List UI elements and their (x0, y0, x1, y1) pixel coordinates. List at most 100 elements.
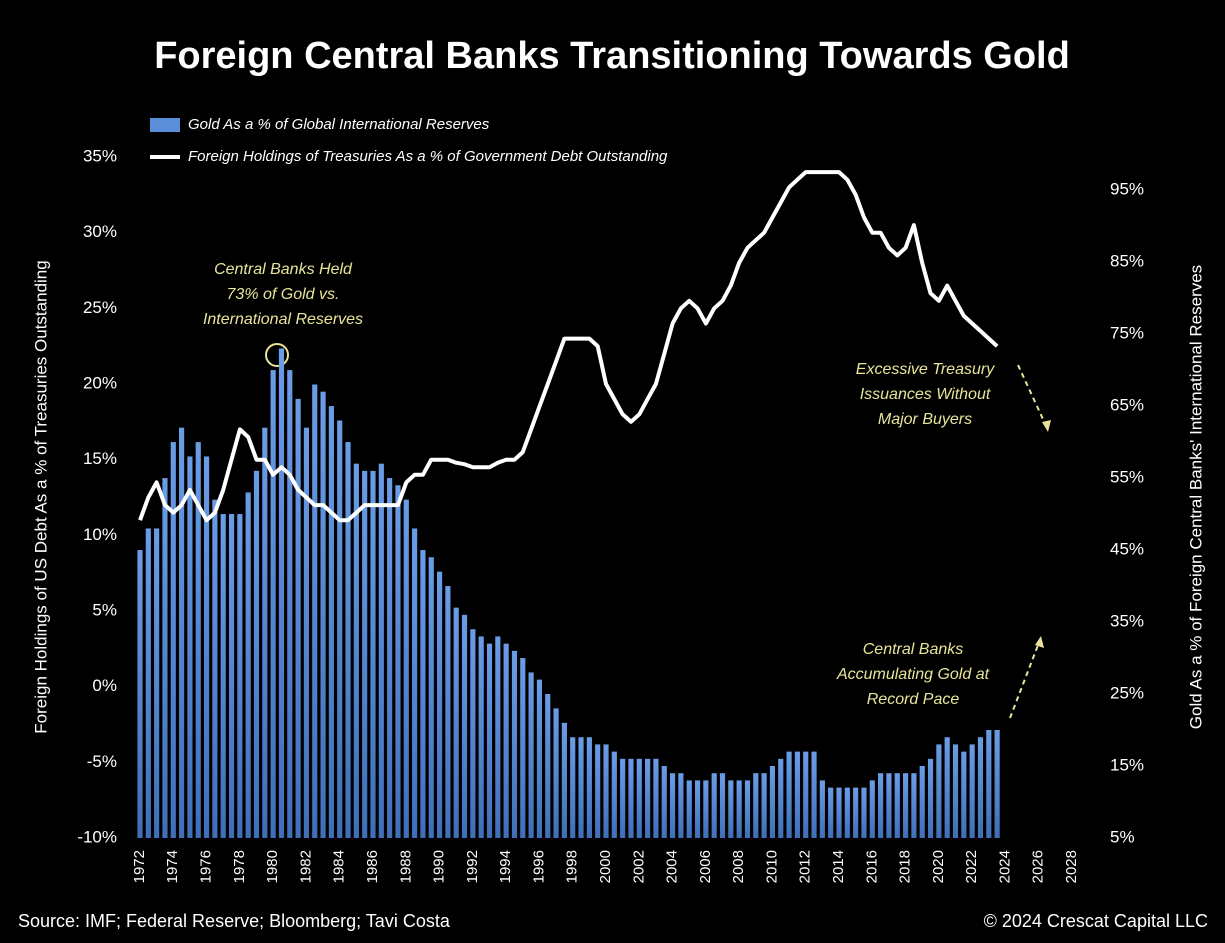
bar (145, 528, 151, 838)
x-tick-label: 2018 (897, 850, 914, 883)
annotation: Central Banks (863, 641, 964, 658)
bar (162, 478, 168, 838)
bar (203, 456, 210, 838)
bar (694, 780, 701, 838)
annotation: Excessive Treasury (856, 361, 995, 378)
bar (844, 787, 850, 838)
y2-tick-label: 35% (1110, 612, 1144, 631)
x-tick-label: 1974 (164, 850, 181, 883)
x-tick-label: 2016 (863, 850, 880, 883)
y-tick-label: 25% (83, 298, 117, 317)
bar (154, 528, 160, 838)
y-tick-label: 5% (92, 600, 117, 619)
x-tick-label: 2020 (930, 850, 947, 883)
bar (661, 766, 667, 838)
bar (761, 773, 767, 838)
bar (362, 470, 368, 838)
bar (620, 758, 626, 838)
bar (228, 514, 235, 838)
bar (769, 766, 776, 838)
y-tick-label: 15% (83, 449, 117, 468)
highlight-circle (265, 343, 289, 367)
bar (461, 614, 468, 838)
copyright: © 2024 Crescat Capital LLC (984, 911, 1208, 931)
bar (952, 744, 959, 838)
bar (445, 586, 451, 838)
arrow-head (1042, 420, 1051, 432)
arrow (1017, 364, 1049, 431)
chart-title: Foreign Central Banks Transitioning Towa… (154, 35, 1070, 77)
x-tick-label: 1978 (231, 850, 248, 883)
bar (969, 744, 975, 838)
bar (295, 398, 301, 838)
bar (936, 744, 942, 838)
x-tick-label: 1992 (464, 850, 481, 883)
bar (570, 737, 576, 838)
bar (836, 787, 842, 838)
bar (287, 370, 293, 838)
bar (262, 427, 268, 838)
bar (919, 766, 925, 838)
bar (528, 672, 534, 838)
bar (878, 773, 884, 838)
bar (595, 744, 601, 838)
arrow-head (1035, 636, 1044, 648)
x-tick-label: 1976 (198, 850, 215, 883)
bar (894, 773, 900, 838)
y-tick-label: 30% (83, 222, 117, 241)
x-tick-label: 1998 (564, 850, 581, 883)
x-tick-label: 1984 (331, 850, 348, 883)
y2-tick-label: 5% (1110, 827, 1135, 846)
bar (395, 485, 401, 838)
y-tick-label: -5% (87, 752, 117, 771)
x-tick-label: 2028 (1063, 850, 1080, 883)
bar (861, 787, 867, 838)
x-tick-label: 1994 (497, 850, 514, 883)
y2-tick-label: 75% (1110, 324, 1144, 343)
bar (253, 470, 260, 838)
x-tick-label: 2022 (963, 850, 980, 883)
bar (728, 780, 734, 838)
legend-swatch (150, 118, 180, 132)
y-tick-label: 0% (92, 676, 117, 695)
bar (303, 427, 310, 838)
bar (986, 730, 992, 838)
bar (927, 758, 934, 838)
y2-tick-label: 15% (1110, 755, 1144, 774)
bar (744, 780, 751, 838)
y2-tick-label: 65% (1110, 396, 1144, 415)
annotation: International Reserves (203, 311, 363, 328)
bar (337, 420, 343, 838)
bar (977, 737, 984, 838)
bar (170, 442, 176, 838)
bar (719, 773, 726, 838)
bar (370, 470, 376, 838)
annotation: Accumulating Gold at (836, 666, 990, 683)
x-tick-label: 1982 (297, 850, 314, 883)
bar (611, 751, 617, 838)
y-tick-label: 20% (83, 373, 117, 392)
y2-tick-label: 85% (1110, 252, 1144, 271)
y2-tick-label: 45% (1110, 540, 1144, 559)
bar (495, 636, 501, 838)
bar (578, 737, 584, 838)
x-tick-label: 2024 (996, 850, 1013, 883)
bar (994, 730, 1000, 838)
bar (245, 492, 251, 838)
bar (328, 406, 334, 838)
bar (403, 499, 409, 838)
bar (420, 550, 426, 838)
x-tick-label: 2002 (630, 850, 647, 883)
bar (536, 679, 543, 838)
bar (819, 780, 825, 838)
bar (786, 751, 792, 838)
bar (794, 751, 800, 838)
bar (561, 722, 567, 838)
bar (778, 758, 784, 838)
legend-label: Gold As a % of Global International Rese… (188, 116, 490, 133)
bar (803, 751, 809, 838)
bar (378, 463, 384, 838)
bar (478, 636, 484, 838)
bar (428, 557, 434, 838)
x-tick-label: 2000 (597, 850, 614, 883)
